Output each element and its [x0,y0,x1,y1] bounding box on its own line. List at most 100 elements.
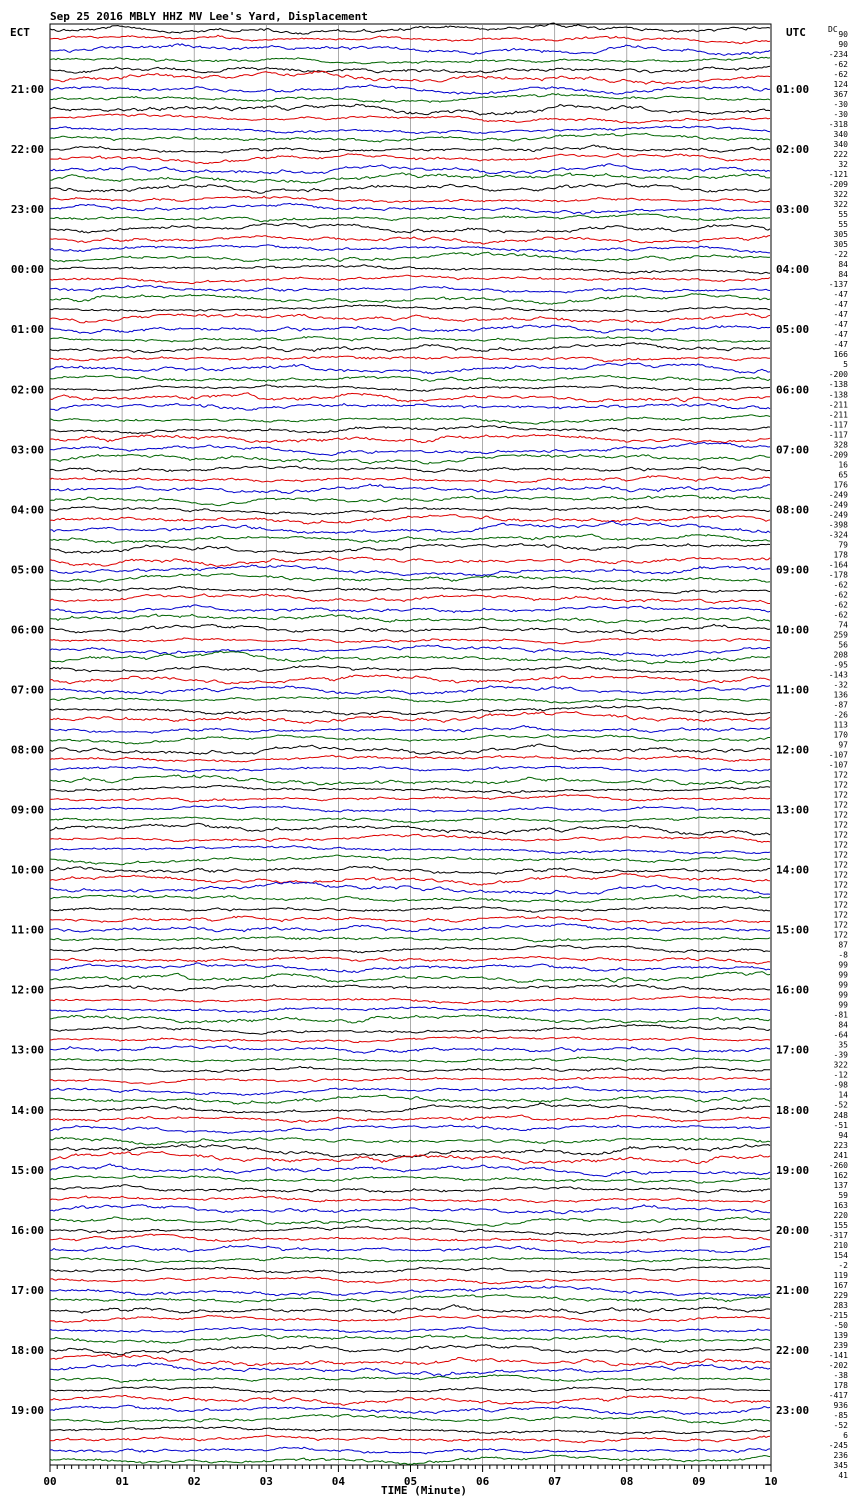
dc-offset-value: 172 [834,771,849,780]
seismic-trace [49,955,771,965]
seismic-trace [49,1151,771,1165]
dc-offset-value: -117 [829,420,848,429]
dc-offset-value: 99 [838,991,848,1000]
dc-offset-value: 248 [834,1111,849,1120]
dc-offset-value: 155 [834,1221,849,1230]
dc-offset-value: -47 [834,310,849,319]
dc-offset-column: 9090-234-62-62124367-30-30-3183403402223… [829,30,848,1480]
seismic-trace [49,483,770,494]
dc-offset-value: 137 [834,1181,849,1190]
seismic-trace [49,1014,771,1024]
dc-offset-value: -249 [829,490,848,499]
seismic-trace [49,374,771,383]
dc-offset-value: 14 [838,1091,848,1100]
seismic-trace [49,743,771,755]
seismic-trace [49,1276,771,1285]
dc-offset-value: -117 [829,430,848,439]
dc-offset-value: 172 [834,851,849,860]
left-hour-label: 07:00 [11,683,44,696]
dc-offset-value: 56 [838,640,848,649]
dc-offset-value: -202 [829,1361,848,1370]
dc-offset-value: 172 [834,881,849,890]
seismic-trace [49,1006,771,1013]
right-hour-label: 01:00 [776,83,809,96]
seismic-trace [49,865,771,875]
seismic-trace [49,293,771,305]
seismic-trace [49,1136,771,1146]
seismic-trace [49,514,771,525]
dc-offset-value: -324 [829,530,848,539]
dc-offset-value: -47 [834,330,849,339]
dc-offset-value: 222 [834,150,849,159]
seismic-trace [49,1256,771,1263]
dc-offset-value: 172 [834,821,849,830]
dc-offset-value: 94 [838,1131,848,1140]
seismic-trace [49,362,771,375]
seismic-trace [49,845,771,855]
dc-offset-value: 172 [834,921,849,930]
seismic-trace [49,556,771,567]
seismic-trace [49,754,771,763]
seismic-trace [50,172,771,184]
dc-offset-value: 172 [834,861,849,870]
dc-offset-value: -85 [834,1411,849,1420]
dc-offset-value: 322 [834,200,849,209]
seismic-trace [49,833,771,843]
dc-offset-value: 172 [834,871,849,880]
dc-offset-value: -317 [829,1231,848,1240]
left-hour-label: 17:00 [11,1284,44,1297]
dc-offset-value: 84 [838,260,848,269]
right-hour-label: 22:00 [776,1344,809,1357]
seismic-trace [49,1434,771,1444]
seismic-trace [49,274,771,285]
seismic-trace [50,441,771,457]
seismic-trace [49,453,770,465]
seismic-trace [49,705,771,716]
seismic-trace [49,1124,771,1134]
dc-offset-value: 74 [838,620,848,629]
seismic-trace [49,392,770,403]
seismic-trace [49,202,771,215]
x-tick-label: 00 [43,1475,56,1488]
seismic-trace [49,520,771,534]
seismic-trace [49,593,770,605]
left-hour-label: 03:00 [11,443,44,456]
seismic-trace [49,613,771,624]
seismic-trace [49,873,771,886]
dc-offset-value: 5 [843,360,848,369]
seismic-trace [49,56,771,65]
left-hour-label: 06:00 [11,623,44,636]
seismic-trace [49,251,771,263]
dc-offset-value: -47 [834,320,849,329]
seismic-trace [49,65,771,74]
seismic-trace [49,944,771,954]
seismic-trace [49,1362,771,1377]
dc-offset-value: -2 [838,1261,848,1270]
dc-offset-value: -38 [834,1371,849,1380]
left-hour-label: 19:00 [11,1404,44,1417]
seismic-trace [49,674,771,685]
left-hour-label: 11:00 [11,924,44,937]
seismic-trace [49,774,771,786]
dc-offset-value: -87 [834,700,849,709]
dc-offset-value: 236 [834,1451,849,1460]
x-tick-label: 04 [332,1475,346,1488]
dc-offset-value: -95 [834,660,849,669]
dc-offset-value: -47 [834,290,849,299]
dc-offset-value: 41 [838,1471,848,1480]
seismic-trace [49,244,771,254]
seismic-trace [49,22,771,35]
seismic-trace [49,894,771,903]
dc-offset-value: 84 [838,1021,848,1030]
seismic-trace [49,543,771,555]
seismic-trace [49,881,771,895]
left-hour-label: 21:00 [11,83,44,96]
seismic-trace [49,153,771,165]
right-hour-label: 23:00 [776,1404,809,1417]
seismic-trace [49,84,771,95]
dc-offset-value: -62 [834,70,849,79]
dc-offset-value: 223 [834,1141,849,1150]
seismic-trace [49,805,771,813]
dc-offset-value: 210 [834,1241,849,1250]
x-tick-label: 10 [764,1475,777,1488]
